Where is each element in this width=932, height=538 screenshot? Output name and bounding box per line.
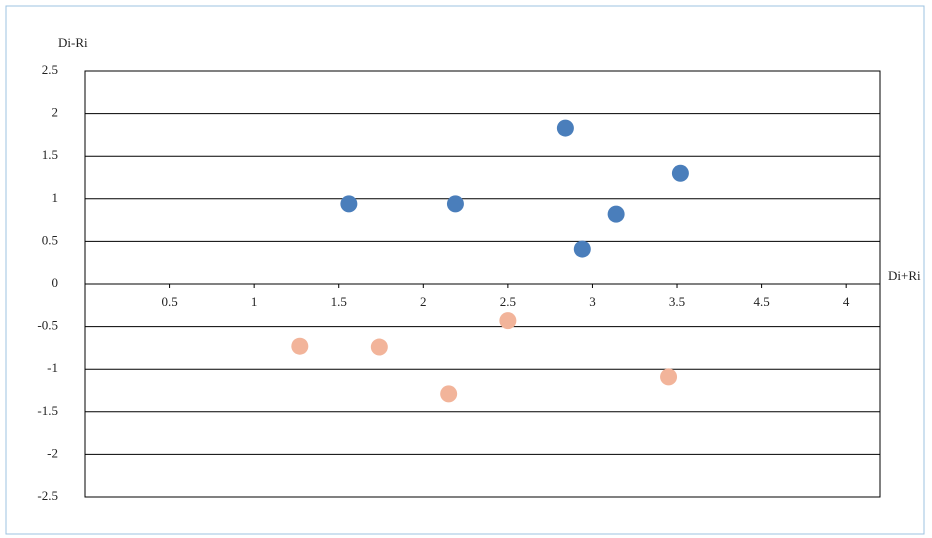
point [671, 164, 689, 182]
x-tick-label: 0.5 [161, 294, 177, 309]
point [499, 312, 517, 330]
y-tick-label: 0 [52, 275, 59, 290]
point [556, 119, 574, 137]
x-tick-label: 2 [420, 294, 427, 309]
y-tick-label: -2 [47, 445, 58, 460]
chart-frame [5, 5, 925, 535]
y-tick-label: -1.5 [37, 403, 58, 418]
x-tick-label: 2.5 [500, 294, 516, 309]
point [573, 240, 591, 258]
x-axis-label: Di+Ri [888, 268, 921, 283]
point [440, 385, 458, 403]
y-tick-label: -2.5 [37, 488, 58, 503]
y-tick-label: 2 [52, 105, 59, 120]
y-tick-label: 1 [52, 190, 59, 205]
y-tick-label: 1.5 [42, 147, 58, 162]
point [446, 195, 464, 213]
y-tick-label: 2.5 [42, 62, 58, 77]
y-tick-label: 0.5 [42, 232, 58, 247]
x-tick-label: 3 [589, 294, 596, 309]
point [340, 195, 358, 213]
point [607, 205, 625, 223]
x-tick-label: 4.5 [753, 294, 769, 309]
point [370, 338, 388, 356]
x-tick-label: 3.5 [669, 294, 685, 309]
x-tick-label: 1 [251, 294, 258, 309]
y-tick-label: -1 [47, 360, 58, 375]
point [291, 337, 309, 355]
x-tick-label: 1.5 [331, 294, 347, 309]
y-axis-label: Di-Ri [58, 35, 88, 50]
x-tick-label: 4 [843, 294, 850, 309]
y-tick-label: -0.5 [37, 318, 58, 333]
point [660, 368, 678, 386]
